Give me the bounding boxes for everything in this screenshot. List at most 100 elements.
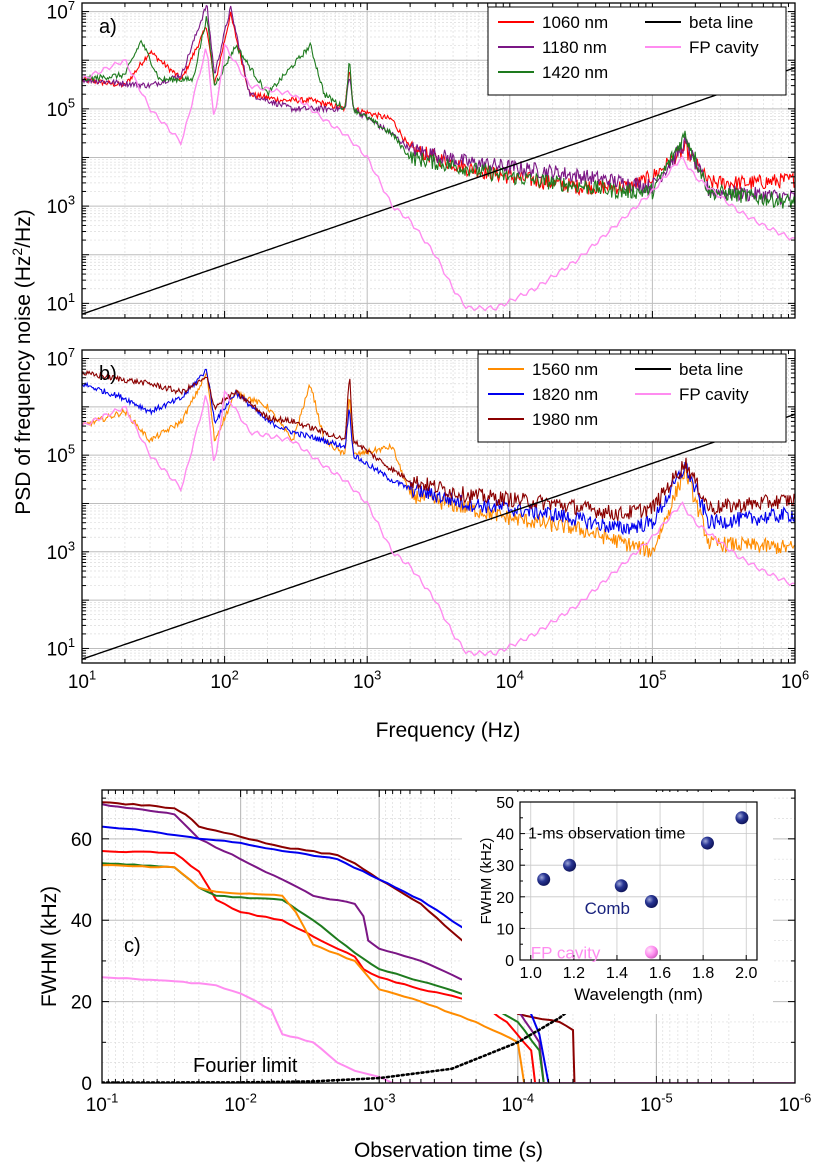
x-tick-label-exp: -3 [384, 1090, 395, 1105]
x-tick-label-base: 10 [86, 1095, 107, 1116]
x-tick-label: 10-3 [363, 1090, 396, 1116]
inset-fp-label: FP cavity [531, 943, 601, 962]
series-1560-nm-line [82, 371, 795, 558]
inset-x-tick-label: 1.8 [692, 965, 714, 982]
series-FP-cavity-line [82, 389, 795, 657]
y-tick-label: 105 [47, 442, 75, 468]
y-tick-label-exp: 3 [68, 538, 75, 553]
shared-y-axis-label: PSD of frequency noise (Hz2/Hz) [9, 209, 35, 514]
series-group [82, 4, 795, 315]
inset-x-tick-label: 1.4 [606, 965, 628, 982]
inset-y-tick-label: 30 [496, 858, 514, 875]
x-tick-label: 10-6 [779, 1090, 812, 1116]
legend-label: 1060 nm [542, 13, 608, 32]
panel-label: b) [99, 363, 117, 385]
y-tick-label: 20 [71, 993, 92, 1014]
x-tick-label-base: 10 [640, 1095, 661, 1116]
legend-label: 1820 nm [532, 385, 598, 404]
comb-point [700, 836, 714, 850]
fwhm-curve [102, 863, 795, 1083]
inset-chart: 1.0 1.2 1.4 1.6 1.8 2.0 0 10 20 30 40 50 Wavelength … [462, 792, 773, 1014]
comb-point [644, 895, 658, 909]
inset-y-tick-label: 40 [496, 827, 514, 844]
inset-y-tick-label: 10 [496, 921, 514, 938]
inset-x-tick-label: 1.6 [649, 965, 671, 982]
inset-y-tick-label: 20 [496, 890, 514, 907]
panel-label: c) [124, 935, 141, 957]
y-tick-label: 101 [47, 635, 75, 661]
y-tick-label: 103 [47, 538, 75, 564]
y-tick-label-exp: 7 [68, 0, 75, 13]
y-tick-label-base: 10 [47, 639, 68, 660]
y-tick-label-base: 10 [47, 197, 68, 218]
y-tick-label-base: 10 [47, 100, 68, 121]
legend-box [487, 6, 787, 96]
y-tick-label: 60 [71, 830, 92, 851]
x-tick-label: 10-4 [501, 1090, 534, 1116]
y-tick-label-base: 10 [47, 294, 68, 315]
plot-frame [81, 349, 796, 664]
comb-point [537, 872, 551, 886]
legend-label: FP cavity [689, 38, 759, 57]
legend-label: 1180 nm [542, 38, 607, 57]
series-1980-nm-line [82, 369, 795, 522]
y-tick-label-base: 10 [47, 543, 68, 564]
legend-label: 1560 nm [532, 360, 598, 379]
x-tick-label: 103 [353, 667, 381, 693]
comb-point [614, 879, 628, 893]
x-tick-label-base: 10 [68, 672, 89, 693]
comb-point [735, 811, 749, 825]
x-tick-label: 10-5 [640, 1090, 673, 1116]
series-1820-nm-line [82, 368, 795, 536]
y-tick-label: 0 [81, 1074, 92, 1095]
inset-x-tick-label: 1.2 [563, 965, 585, 982]
fwhm-curve [102, 976, 795, 1083]
x-tick-label-base: 10 [781, 672, 802, 693]
y-tick-label: 103 [47, 193, 75, 219]
fwhm-curve [102, 803, 795, 1083]
y-tick-label: 101 [47, 290, 75, 316]
legend-label: 1420 nm [542, 63, 608, 82]
ticks [81, 3, 796, 319]
inset-y-tick-label: 50 [496, 795, 514, 812]
x-tick-label-base: 10 [224, 1095, 245, 1116]
x-tick-label-exp: 6 [802, 667, 809, 682]
series-beta-line-line [82, 413, 795, 660]
plot-frame [81, 2, 796, 319]
panel-c-fwhm-plot: 10-1 10-2 10-3 10-4 10-5 10-60204060Observati… [38, 789, 812, 1162]
y-tick-label-exp: 1 [68, 635, 75, 650]
x-tick-label-base: 10 [638, 672, 659, 693]
fwhm-curve [102, 801, 795, 1083]
x-tick-label-base: 10 [501, 1095, 522, 1116]
x-tick-label: 10-1 [86, 1090, 119, 1116]
fwhm-curve [102, 825, 795, 1083]
x-tick-label: 101 [68, 667, 96, 693]
x-tick-label: 102 [210, 667, 238, 693]
inset-x-tick-label: 1.0 [520, 965, 542, 982]
x-tick-label-exp: 3 [374, 667, 381, 682]
y-tick-label: 105 [47, 95, 75, 121]
x-tick-label: 10-2 [224, 1090, 257, 1116]
x-tick-label: 106 [781, 667, 809, 693]
legend-label: beta line [689, 13, 753, 32]
x-tick-label: 105 [638, 667, 666, 693]
legend-label: beta line [679, 360, 743, 379]
x-tick-label-exp: 4 [517, 667, 524, 682]
y-tick-label: 107 [47, 345, 75, 371]
y-axis-label: FWHM (kHz) [38, 886, 61, 1007]
ticks [81, 350, 796, 664]
series-1060-nm-line [82, 11, 795, 197]
x-tick-label-exp: -6 [800, 1090, 811, 1105]
series-beta-line-line [82, 67, 795, 315]
y-tick-label: 107 [47, 0, 75, 24]
x-tick-label-exp: -4 [523, 1090, 534, 1105]
plot-frame [101, 789, 796, 1084]
x-tick-label: 104 [496, 667, 524, 693]
comb-point [563, 858, 577, 872]
y-tick-label-exp: 5 [68, 442, 75, 457]
x-tick-label-exp: -2 [245, 1090, 256, 1105]
y-tick-label-exp: 1 [68, 290, 75, 305]
y-tick-label-exp: 3 [68, 193, 75, 208]
inset-y-axis-label: FWHM (kHz) [478, 838, 495, 925]
